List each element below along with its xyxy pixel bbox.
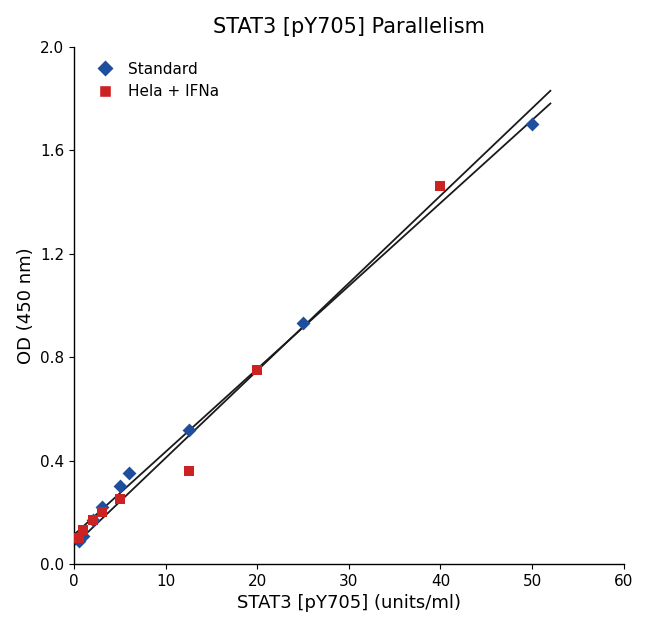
Point bbox=[527, 119, 538, 129]
Point bbox=[87, 515, 98, 525]
Point bbox=[115, 494, 125, 504]
Point bbox=[183, 425, 194, 435]
Point bbox=[183, 466, 194, 476]
Point bbox=[96, 502, 107, 512]
Point bbox=[78, 525, 88, 535]
X-axis label: STAT3 [pY705] (units/ml): STAT3 [pY705] (units/ml) bbox=[237, 594, 461, 613]
Point bbox=[73, 533, 84, 543]
Point bbox=[96, 507, 107, 517]
Point bbox=[298, 318, 308, 328]
Point bbox=[78, 530, 88, 540]
Point bbox=[73, 536, 84, 546]
Point bbox=[436, 181, 446, 191]
Point bbox=[252, 365, 263, 375]
Legend: Standard, Hela + IFNa: Standard, Hela + IFNa bbox=[82, 54, 226, 107]
Point bbox=[124, 469, 135, 479]
Y-axis label: OD (450 nm): OD (450 nm) bbox=[17, 247, 34, 364]
Point bbox=[115, 481, 125, 491]
Point bbox=[87, 515, 98, 525]
Title: STAT3 [pY705] Parallelism: STAT3 [pY705] Parallelism bbox=[213, 16, 485, 36]
